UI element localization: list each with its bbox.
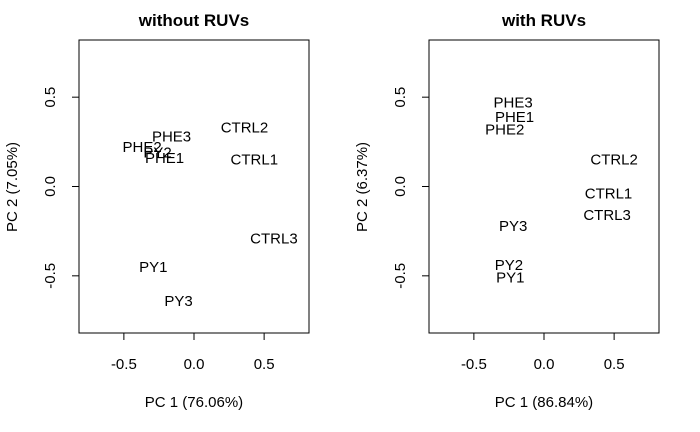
y-tick-label: 0.0 <box>392 176 409 197</box>
x-tick-label: 0.0 <box>184 356 205 373</box>
point-label-phe1: PHE1 <box>145 150 184 167</box>
chart-title: without RUVs <box>138 11 250 30</box>
point-label-phe3: PHE3 <box>494 95 533 112</box>
point-label-ctrl2: CTRL2 <box>590 152 638 169</box>
point-label-py1: PY1 <box>496 270 524 287</box>
point-label-phe2: PHE2 <box>485 121 524 138</box>
chart-title: with RUVs <box>501 11 586 30</box>
y-tick-label: -0.5 <box>392 263 409 289</box>
point-label-py2: PY2 <box>495 257 523 274</box>
point-label-ctrl1: CTRL1 <box>231 152 279 169</box>
x-tick-label: 0.0 <box>534 356 555 373</box>
y-tick-label: 0.5 <box>392 87 409 108</box>
x-ticks: -0.5 0.0 0.5 <box>111 333 275 373</box>
point-label-py3: PY3 <box>164 293 192 310</box>
x-tick-label: 0.5 <box>254 356 275 373</box>
panel-with-ruvs: with RUVs -0.5 0.0 0.5 -0.5 0.0 0.5 PHE3PHE1… <box>354 11 660 411</box>
y-ticks: -0.5 0.0 0.5 <box>42 87 79 289</box>
plot-frame <box>78 39 310 334</box>
x-axis-label: PC 1 (86.84%) <box>495 394 593 411</box>
point-label-ctrl1: CTRL1 <box>585 186 633 203</box>
point-label-phe3: PHE3 <box>152 128 191 145</box>
point-label-ctrl3: CTRL3 <box>583 207 631 224</box>
y-axis-label: PC 2 (6.37%) <box>354 142 371 232</box>
point-label-phe1: PHE1 <box>495 109 534 126</box>
y-axis-label: PC 2 (7.05%) <box>4 142 21 232</box>
x-axis-label: PC 1 (76.06%) <box>145 394 243 411</box>
point-label-py1: PY1 <box>139 259 167 276</box>
point-label-ctrl2: CTRL2 <box>221 120 269 137</box>
y-tick-label: 0.0 <box>42 176 59 197</box>
x-ticks: -0.5 0.0 0.5 <box>461 333 625 373</box>
x-tick-label: 0.5 <box>604 356 625 373</box>
x-tick-label: -0.5 <box>461 356 487 373</box>
panel-without-ruvs: without RUVs -0.5 0.0 0.5 -0.5 0.0 0.5 CTRL2… <box>4 11 310 411</box>
x-tick-label: -0.5 <box>111 356 137 373</box>
point-label-ctrl3: CTRL3 <box>250 230 298 247</box>
point-label-py2: PY2 <box>143 145 171 162</box>
y-ticks: -0.5 0.0 0.5 <box>392 87 429 289</box>
point-label-phe2: PHE2 <box>123 139 162 156</box>
point-label-py3: PY3 <box>499 218 527 235</box>
y-tick-label: -0.5 <box>42 263 59 289</box>
y-tick-label: 0.5 <box>42 87 59 108</box>
